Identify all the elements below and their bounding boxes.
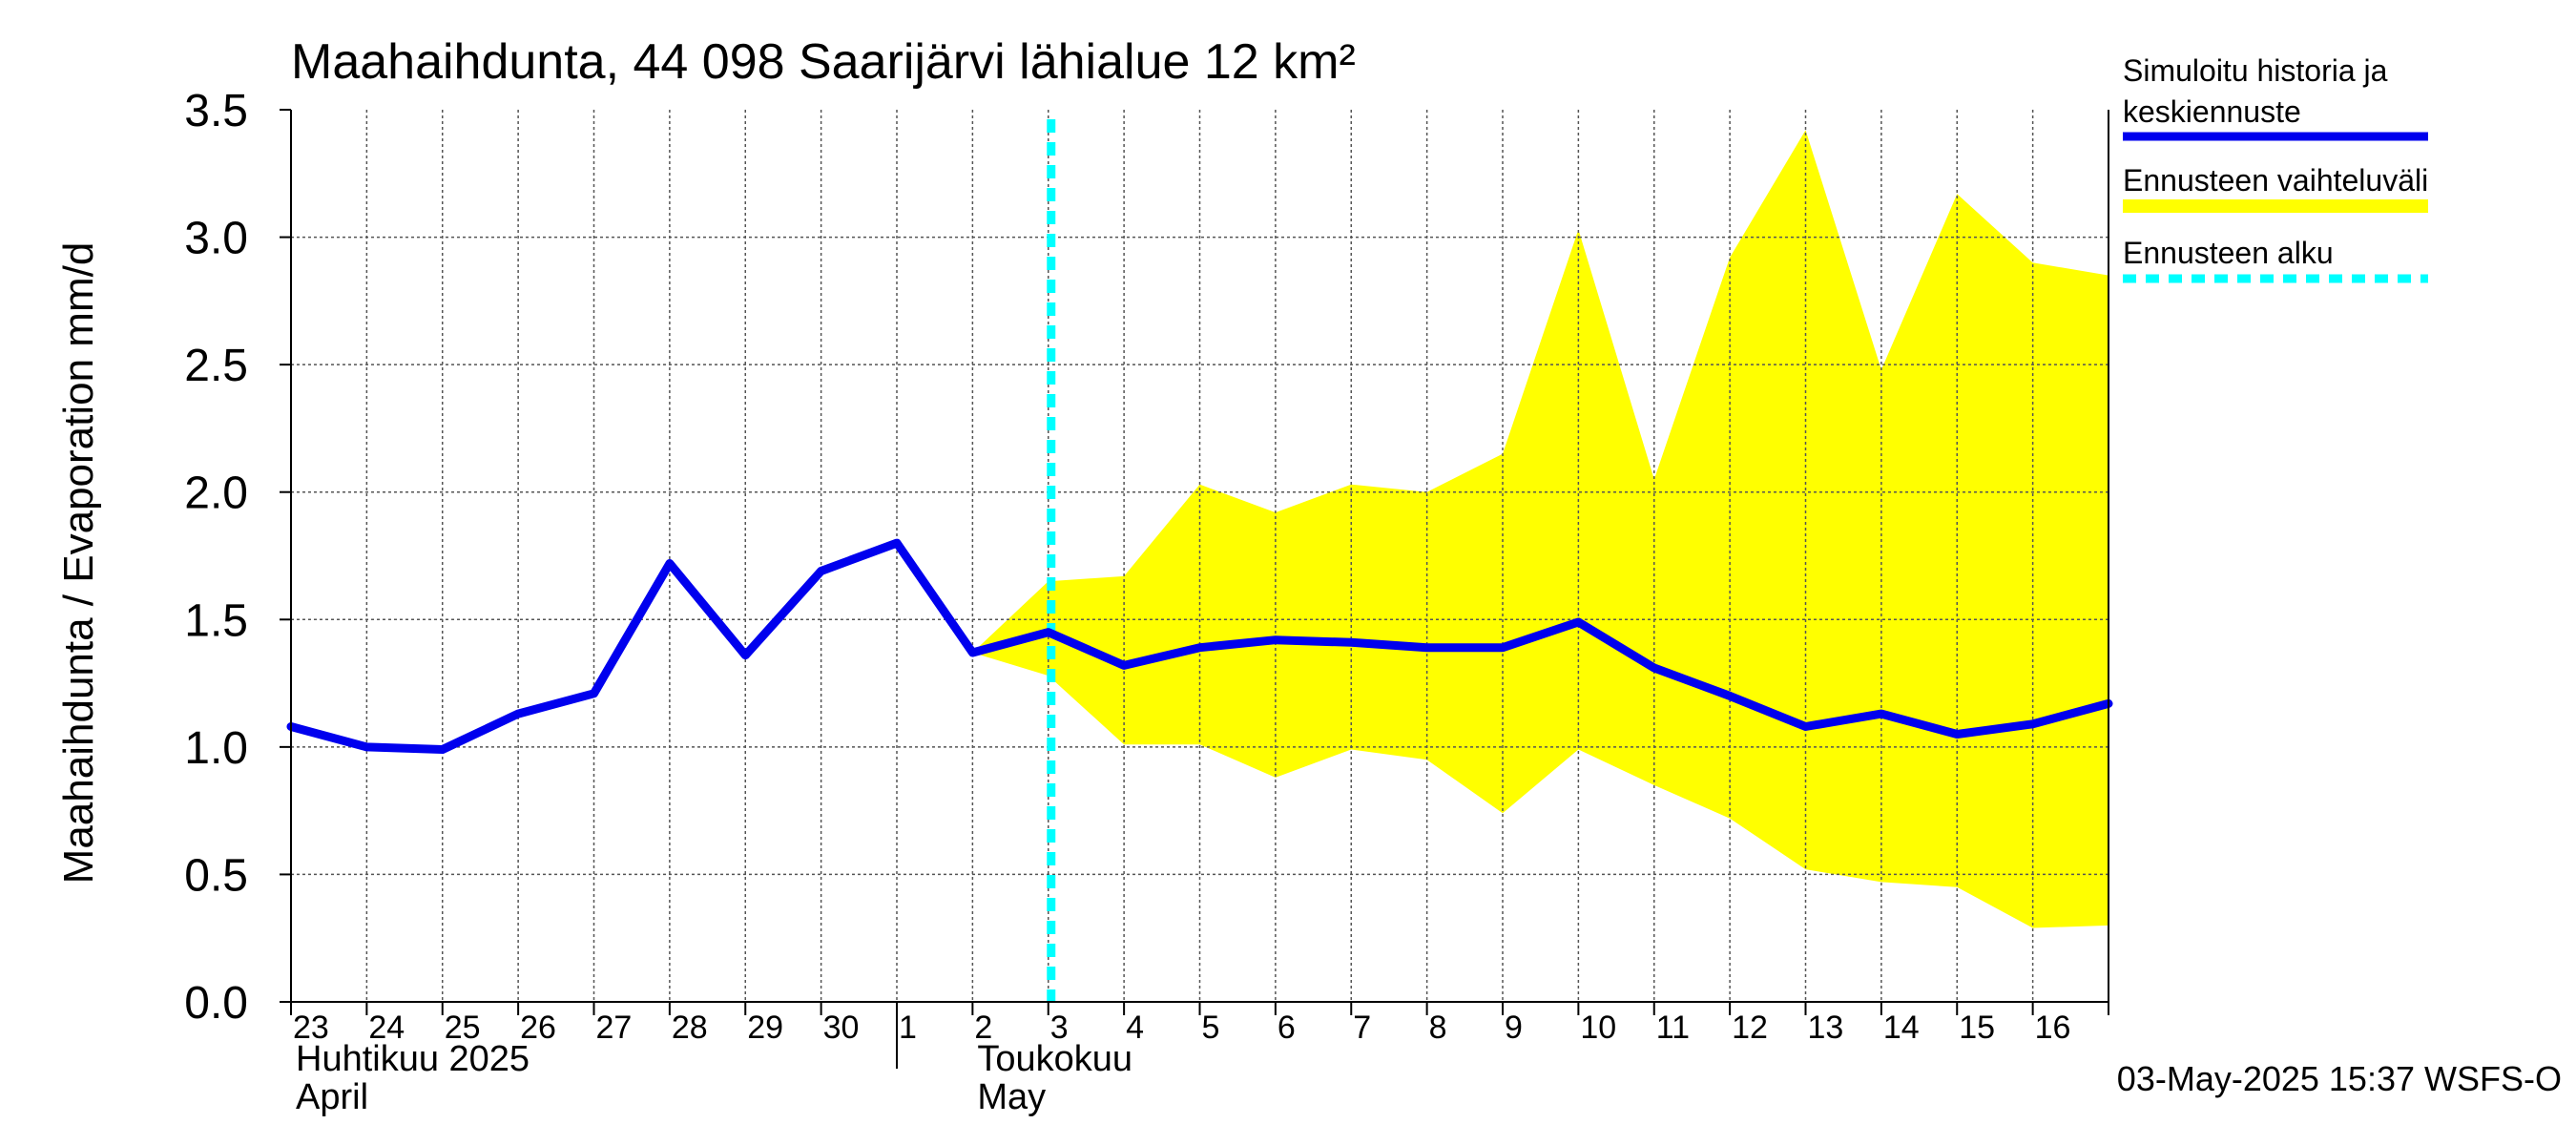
- forecast-range-band: [972, 130, 2109, 928]
- x-tick-label: 28: [672, 1010, 708, 1046]
- month-label-en: May: [977, 1077, 1046, 1117]
- x-tick-label: 3: [1050, 1010, 1069, 1046]
- series-line-simulated: [286, 538, 2113, 754]
- x-tick-label: 5: [1202, 1010, 1220, 1046]
- x-tick-label: 27: [596, 1010, 633, 1046]
- y-tick-label: 3.0: [184, 214, 248, 264]
- y-tick-label: 3.5: [184, 86, 248, 136]
- x-tick-label: 8: [1429, 1010, 1447, 1046]
- series-layer: [286, 538, 2113, 754]
- x-tick-label: 14: [1883, 1010, 1920, 1046]
- x-tick-label: 15: [1959, 1010, 1995, 1046]
- legend-label-simulated: keskiennuste: [2123, 94, 2301, 129]
- x-tick-label: 25: [445, 1010, 481, 1046]
- legend-label-range: Ennusteen vaihteluväli: [2123, 163, 2428, 198]
- month-label-en: April: [296, 1077, 368, 1117]
- x-tick-label: 4: [1126, 1010, 1144, 1046]
- x-tick-label: 9: [1505, 1010, 1523, 1046]
- forecast-range-layer: [972, 130, 2109, 928]
- x-tick-label: 12: [1732, 1010, 1768, 1046]
- x-tick-label: 23: [293, 1010, 329, 1046]
- x-tick-label: 24: [368, 1010, 405, 1046]
- y-tick-label: 1.0: [184, 723, 248, 774]
- x-tick-label: 11: [1656, 1010, 1690, 1046]
- x-tick-label: 1: [899, 1010, 917, 1046]
- x-tick-label: 16: [2035, 1010, 2071, 1046]
- y-axis-label: Maahaihdunta / Evaporation mm/d: [55, 242, 102, 885]
- x-tick-label: 7: [1353, 1010, 1371, 1046]
- x-tick-label: 30: [823, 1010, 860, 1046]
- label-layer: 0.00.51.01.52.02.53.03.523 24 25 26 27 28 29 30…: [184, 86, 2070, 1117]
- chart-title: Maahaihdunta, 44 098 Saarijärvi lähialue…: [291, 34, 1356, 90]
- x-tick-label: 10: [1580, 1010, 1616, 1046]
- month-label-fi: Toukokuu: [977, 1039, 1132, 1079]
- y-tick-label: 1.5: [184, 595, 248, 646]
- y-tick-label: 0.0: [184, 978, 248, 1029]
- y-tick-label: 0.5: [184, 850, 248, 901]
- timestamp: 03-May-2025 15:37 WSFS-O: [2117, 1059, 2562, 1098]
- legend-label-forecast-start: Ennusteen alku: [2123, 236, 2334, 270]
- y-tick-label: 2.5: [184, 341, 248, 391]
- y-tick-label: 2.0: [184, 468, 248, 519]
- x-tick-label: 29: [747, 1010, 783, 1046]
- x-tick-label: 6: [1278, 1010, 1296, 1046]
- legend-label-simulated: Simuloitu historia ja: [2123, 53, 2388, 88]
- month-label-fi: Huhtikuu 2025: [296, 1039, 530, 1079]
- x-tick-label: 13: [1808, 1010, 1844, 1046]
- x-tick-label: 26: [520, 1010, 556, 1046]
- axes-layer: [280, 109, 2109, 1069]
- legend: Simuloitu historia ja keskiennuste Ennuste…: [2123, 53, 2428, 283]
- x-tick-label: 2: [974, 1010, 992, 1046]
